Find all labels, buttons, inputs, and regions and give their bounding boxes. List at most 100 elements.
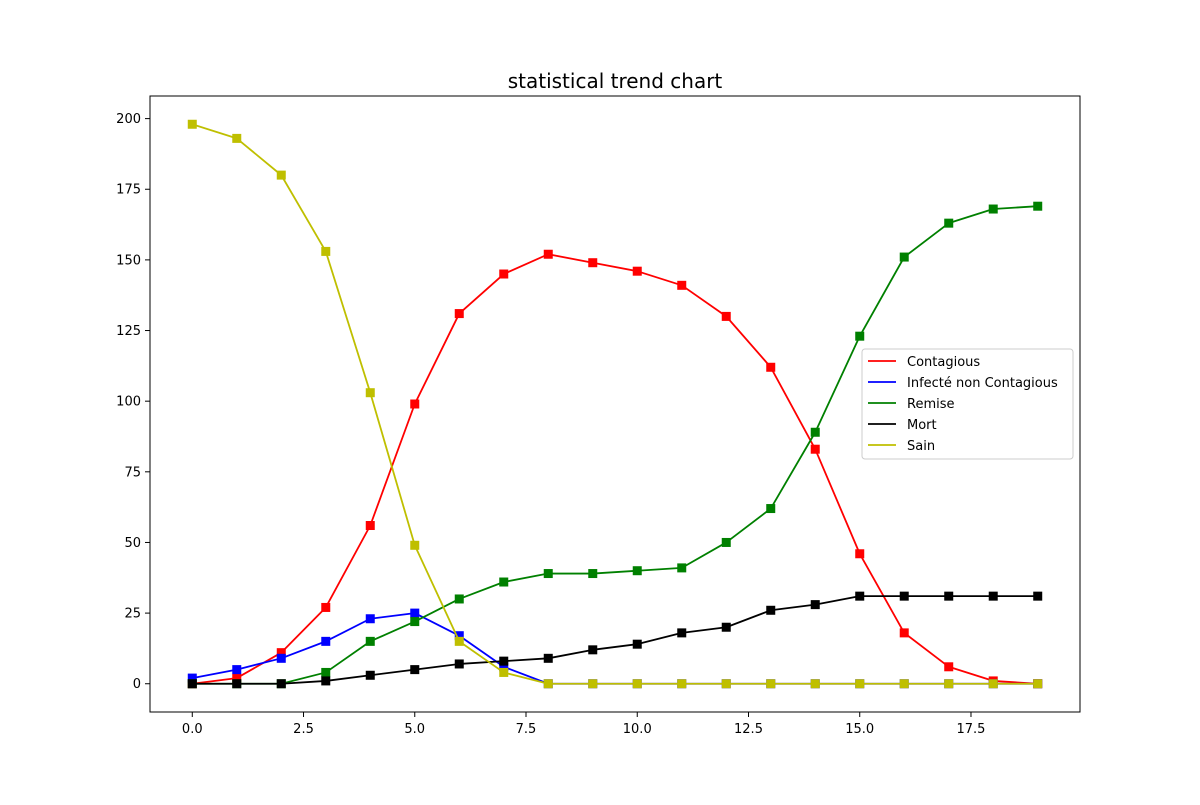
x-tick-label: 0.0 [182, 722, 203, 737]
data-point [677, 280, 687, 290]
data-point [232, 665, 242, 675]
data-point [988, 679, 998, 689]
data-point [677, 563, 687, 573]
data-point [855, 549, 865, 559]
data-point [232, 673, 242, 683]
data-point [543, 569, 553, 579]
data-point [766, 362, 776, 372]
data-point [632, 266, 642, 276]
y-tick-label: 150 [116, 253, 141, 268]
data-point [721, 311, 731, 321]
x-tick-label: 7.5 [516, 722, 537, 737]
y-tick-label: 175 [116, 183, 141, 198]
data-point [410, 399, 420, 409]
data-point [365, 614, 375, 624]
data-point [677, 628, 687, 638]
data-point [454, 636, 464, 646]
data-point [944, 218, 954, 228]
series-line [191, 123, 1038, 685]
legend-box [861, 348, 1074, 460]
data-point [232, 133, 242, 143]
plot-area-frame [149, 95, 1081, 713]
data-point [365, 521, 375, 531]
y-tick-label: 50 [124, 536, 141, 551]
data-point [365, 388, 375, 398]
data-point [588, 569, 598, 579]
series-line [192, 253, 1038, 685]
data-point [276, 648, 286, 658]
data-point [276, 679, 286, 689]
data-point [944, 679, 954, 689]
data-point [766, 504, 776, 514]
x-tick-label: 15.0 [845, 722, 874, 737]
data-point [543, 679, 553, 689]
data-point [365, 670, 375, 680]
data-point [276, 170, 286, 180]
data-point [810, 679, 820, 689]
data-point [899, 591, 909, 601]
data-point [899, 252, 909, 262]
x-tick-label: 12.5 [734, 722, 763, 737]
legend-label: Mort [907, 418, 937, 433]
data-point [855, 591, 865, 601]
data-point [543, 249, 553, 259]
data-point [187, 679, 197, 689]
series-4 [187, 119, 1043, 689]
data-point [588, 679, 598, 689]
x-tick-label: 17.5 [957, 722, 986, 737]
data-point [187, 119, 197, 129]
series-line [192, 595, 1038, 685]
data-point [899, 679, 909, 689]
series-line [192, 612, 1038, 685]
data-point [187, 673, 197, 683]
data-point [988, 591, 998, 601]
data-point [321, 602, 331, 612]
x-tick-label: 5.0 [404, 722, 425, 737]
data-point [410, 540, 420, 550]
x-tick-label: 2.5 [293, 722, 314, 737]
data-point [588, 645, 598, 655]
data-point [632, 679, 642, 689]
data-point [632, 639, 642, 649]
data-point [721, 679, 731, 689]
data-point [855, 331, 865, 341]
data-point [321, 667, 331, 677]
data-point [677, 679, 687, 689]
data-point [944, 662, 954, 672]
series-1 [187, 608, 1043, 689]
legend-label: Sain [907, 439, 935, 454]
y-tick-label: 25 [124, 607, 141, 622]
data-point [321, 676, 331, 686]
data-point [944, 591, 954, 601]
y-tick-label: 100 [116, 395, 141, 410]
data-point [721, 622, 731, 632]
data-point [1033, 679, 1043, 689]
legend-label: Contagious [907, 355, 980, 370]
data-point [454, 659, 464, 669]
data-point [988, 204, 998, 214]
data-point [766, 605, 776, 615]
series-0 [187, 249, 1043, 689]
series-layer [187, 119, 1043, 689]
data-point [232, 679, 242, 689]
y-tick-label: 125 [116, 324, 141, 339]
data-point [410, 608, 420, 618]
data-point [499, 269, 509, 279]
data-point [499, 656, 509, 666]
data-point [588, 258, 598, 268]
data-point [721, 537, 731, 547]
data-point [499, 667, 509, 677]
series-3 [187, 591, 1043, 689]
y-tick-label: 200 [116, 112, 141, 127]
data-point [454, 631, 464, 641]
data-point [321, 636, 331, 646]
x-tick-label: 10.0 [623, 722, 652, 737]
legend-label: Infecté non Contagious [907, 376, 1058, 391]
data-point [543, 653, 553, 663]
data-point [810, 427, 820, 437]
data-point [365, 636, 375, 646]
y-tick-label: 75 [124, 465, 141, 480]
y-tick-label: 0 [133, 677, 141, 692]
